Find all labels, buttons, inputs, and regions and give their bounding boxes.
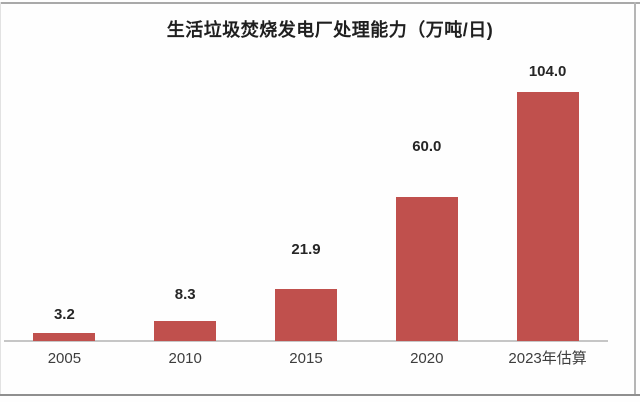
bar-group: 104.0 2023年估算 bbox=[487, 0, 608, 402]
panel-border-left bbox=[0, 2, 1, 394]
chart-title: 生活垃圾焚烧发电厂处理能力（万吨/日) bbox=[166, 20, 494, 40]
bar-group: 21.9 2015 bbox=[246, 0, 367, 402]
x-axis-label: 2010 bbox=[168, 350, 202, 367]
bar bbox=[516, 92, 579, 341]
bar-group: 3.2 2005 bbox=[4, 0, 125, 402]
x-axis-line bbox=[4, 340, 608, 342]
bar-group: 8.3 2010 bbox=[125, 0, 246, 402]
value-label: 104.0 bbox=[528, 63, 567, 80]
value-label: 8.3 bbox=[174, 286, 196, 304]
value-label: 60.0 bbox=[412, 138, 442, 156]
value-label: 3.2 bbox=[53, 306, 75, 324]
x-axis-label: 2020 bbox=[410, 350, 444, 367]
bar bbox=[154, 321, 217, 341]
panel-border-top bbox=[0, 2, 640, 4]
panel-border-bottom bbox=[0, 394, 640, 396]
x-axis-label: 2005 bbox=[47, 350, 82, 367]
x-axis-label: 2015 bbox=[289, 350, 323, 367]
value-label: 21.9 bbox=[291, 240, 321, 258]
bar bbox=[33, 333, 96, 341]
plot-area: 3.2 2005 8.3 2010 21.9 2015 60.0 2020 104.0 2023年… bbox=[4, 0, 608, 402]
bar bbox=[395, 197, 458, 341]
bar bbox=[274, 288, 337, 341]
bar-group: 60.0 2020 bbox=[366, 0, 487, 402]
x-axis-label: 2023年估算 bbox=[508, 350, 587, 367]
panel-border-right bbox=[634, 2, 636, 396]
